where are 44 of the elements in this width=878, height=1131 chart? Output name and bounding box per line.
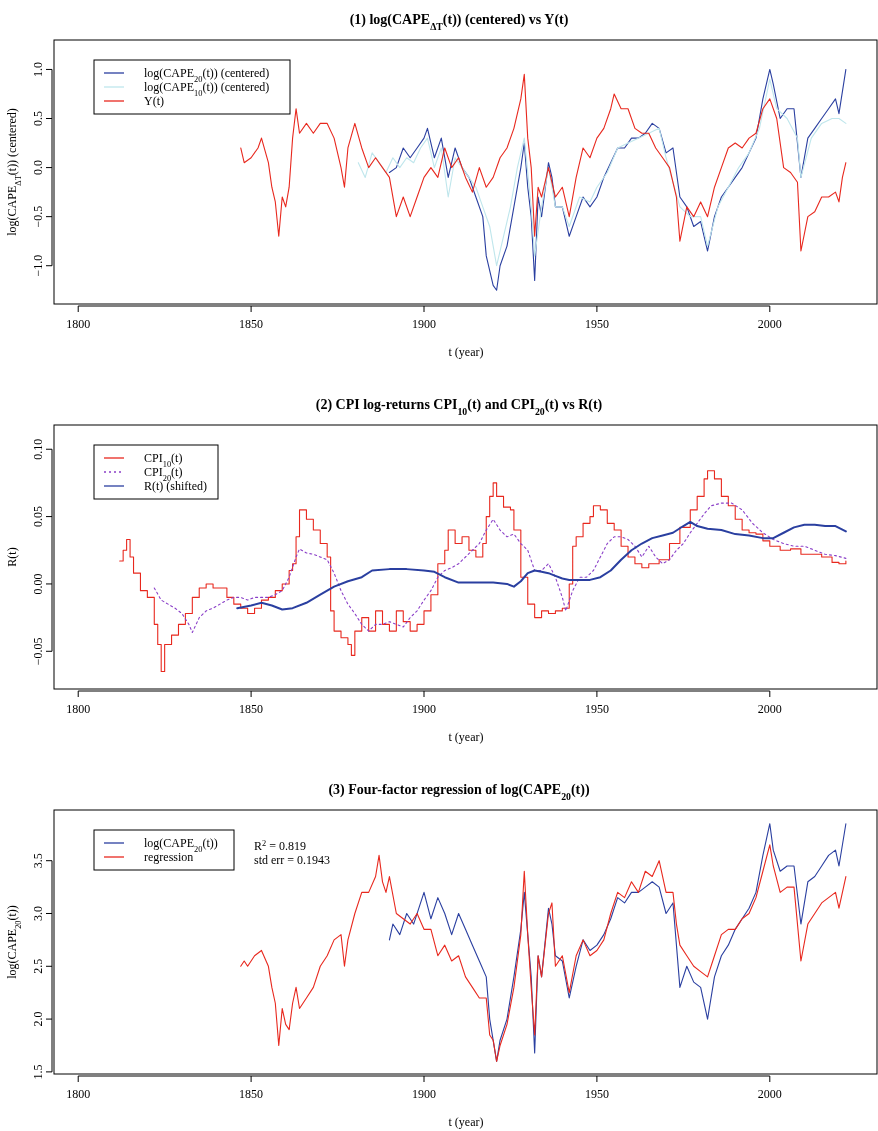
- line-series: [236, 520, 847, 611]
- y-axis-title: R(t): [5, 547, 19, 567]
- y-tick-label: −1.0: [31, 254, 45, 277]
- line-series: [357, 78, 847, 267]
- y-tick-label: 3.5: [31, 853, 45, 869]
- y-tick-label: 0.05: [31, 506, 45, 528]
- line-series: [388, 68, 847, 291]
- x-tick-label: 1950: [584, 317, 609, 331]
- y-tick-label: 0.00: [31, 573, 45, 595]
- y-tick-label: 3.0: [31, 905, 45, 921]
- chart-title: (3) Four-factor regression of log(CAPE$_{20}$(t)): [328, 782, 590, 802]
- y-tick-label: 2.0: [31, 1011, 45, 1027]
- chart-title: (2) CPI log-returns CPI$_{10}$(t) and CPI$_{20}$(t) vs R(t): [315, 397, 603, 417]
- x-tick-label: 1850: [239, 317, 264, 331]
- x-tick-label: 1900: [412, 1087, 436, 1101]
- y-tick-label: −0.5: [31, 205, 45, 228]
- x-tick-label: 1900: [412, 317, 436, 331]
- chart-title: (1) log(CAPE$_{ΔT}$(t)) (centered) vs Y(t): [349, 12, 569, 32]
- x-tick-label: 2000: [757, 1087, 782, 1101]
- x-axis-title: t (year): [448, 345, 484, 359]
- x-axis-title: t (year): [448, 1115, 484, 1129]
- y-tick-label: 1.5: [31, 1064, 45, 1080]
- annotation: R$^{2}$ = 0.819: [254, 838, 306, 853]
- x-tick-label: 1800: [66, 317, 91, 331]
- x-tick-label: 2000: [757, 317, 782, 331]
- y-tick-label: −0.05: [31, 637, 45, 666]
- x-tick-label: 1900: [412, 702, 436, 716]
- annotation: std err = 0.1943: [254, 853, 331, 867]
- x-tick-label: 1950: [584, 1087, 609, 1101]
- x-tick-label: 1950: [584, 702, 609, 716]
- x-tick-label: 1800: [66, 702, 91, 716]
- legend-label: Y(t): [144, 94, 164, 108]
- y-tick-label: 0.0: [31, 160, 45, 176]
- y-tick-label: 0.5: [31, 111, 45, 127]
- x-tick-label: 1800: [66, 1087, 91, 1101]
- x-tick-label: 1850: [239, 1087, 264, 1101]
- x-tick-label: 2000: [757, 702, 782, 716]
- y-tick-label: 1.0: [31, 61, 45, 77]
- line-series: [153, 502, 847, 633]
- x-axis-title: t (year): [448, 730, 484, 744]
- y-tick-label: 2.5: [31, 958, 45, 974]
- x-tick-label: 1850: [239, 702, 264, 716]
- y-tick-label: 0.10: [31, 438, 45, 460]
- line-series: [240, 844, 847, 1062]
